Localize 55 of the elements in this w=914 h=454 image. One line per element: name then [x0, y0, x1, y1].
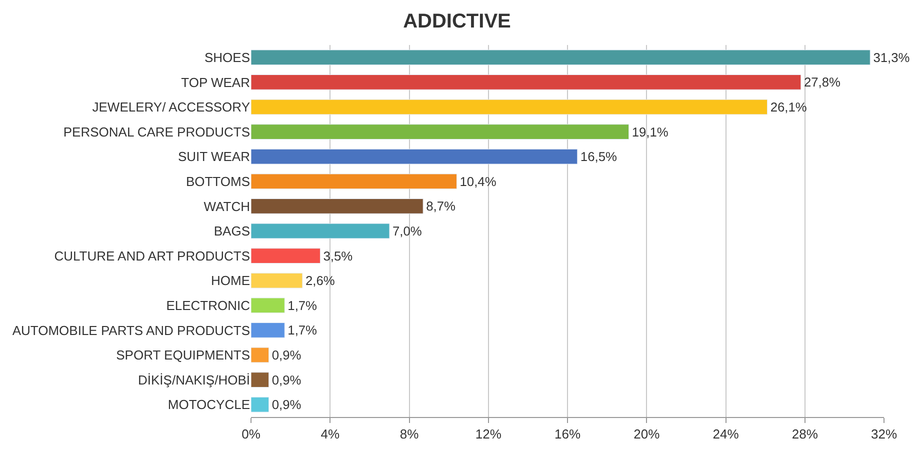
- y-tick-label: DİKİŞ/NAKIŞ/HOBİ: [138, 372, 250, 388]
- data-label: 31,3%: [873, 50, 910, 65]
- y-tick-label: SHOES: [204, 50, 250, 65]
- bar: [251, 272, 303, 288]
- y-tick-label: MOTOCYCLE: [168, 397, 250, 412]
- bar: [251, 347, 270, 363]
- y-tick-label: BOTTOMS: [186, 174, 250, 189]
- x-tick-label: 20%: [634, 426, 660, 442]
- x-tick-label: 0%: [242, 426, 261, 442]
- y-tick-label: JEWELERY/ ACCESSORY: [92, 100, 250, 115]
- y-tick-label: SUIT WEAR: [178, 149, 250, 164]
- bar: [251, 148, 578, 164]
- data-label: 7,0%: [392, 223, 422, 238]
- bar: [251, 99, 768, 115]
- x-tick-label: 28%: [792, 426, 818, 442]
- x-tick-label: 4%: [320, 426, 340, 442]
- x-tick-label: 8%: [400, 426, 420, 442]
- data-label: 0,9%: [272, 397, 302, 412]
- bar: [251, 223, 390, 239]
- y-tick-label: HOME: [211, 273, 250, 288]
- data-label: 0,9%: [272, 347, 302, 362]
- y-tick-label: AUTOMOBILE PARTS AND PRODUCTS: [12, 322, 250, 338]
- data-label: 10,4%: [460, 174, 496, 189]
- data-label: 0,9%: [272, 372, 302, 388]
- bar: [251, 198, 424, 214]
- bar: [251, 248, 320, 264]
- bar: [251, 396, 270, 412]
- data-label: 27,8%: [804, 74, 840, 90]
- bar: [251, 74, 802, 90]
- chart-title: ADDICTIVE: [403, 10, 511, 33]
- x-tick-label: 24%: [712, 426, 740, 442]
- x-tick-label: 12%: [475, 426, 502, 442]
- data-label: 1,7%: [288, 322, 318, 338]
- data-label: 16,5%: [580, 149, 617, 164]
- y-tick-label: TOP WEAR: [181, 74, 250, 90]
- data-label: 19,1%: [632, 124, 668, 140]
- y-tick-label: WATCH: [204, 198, 250, 214]
- y-tick-label: SPORT EQUIPMENTS: [116, 348, 250, 363]
- bar: [251, 174, 457, 190]
- y-tick-label: PERSONAL CARE PRODUCTS: [63, 124, 250, 140]
- data-label: 26,1%: [770, 99, 807, 114]
- bar: [251, 124, 630, 140]
- data-label: 2,6%: [305, 273, 335, 288]
- data-label: 8,7%: [426, 198, 456, 214]
- bar: [251, 50, 870, 66]
- x-tick-label: 16%: [554, 426, 581, 442]
- y-tick-label: ELECTRONIC: [166, 298, 250, 313]
- y-tick-label: BAGS: [214, 224, 250, 239]
- bar: [251, 298, 285, 314]
- data-label: 3,5%: [323, 248, 353, 264]
- bar: [251, 372, 270, 388]
- bar: [251, 322, 285, 338]
- data-label: 1,7%: [288, 298, 318, 313]
- y-tick-label: CULTURE AND ART PRODUCTS: [54, 248, 250, 264]
- x-tick-label: 32%: [870, 426, 898, 442]
